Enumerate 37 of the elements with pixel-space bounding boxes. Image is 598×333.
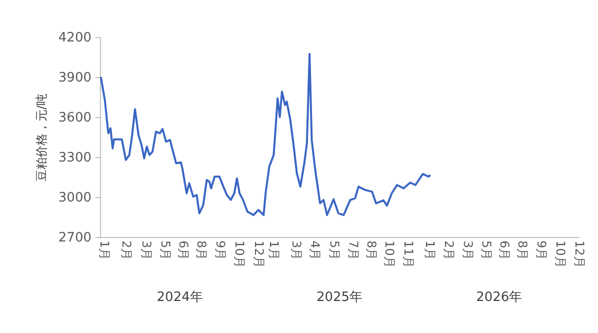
x-tick-label: 11月 — [401, 240, 416, 268]
y-axis-title: 豆粕价格，元/吨 — [34, 93, 48, 182]
x-tick-label: 6月 — [498, 240, 512, 260]
x-tick-label: 5月 — [327, 240, 342, 260]
x-tick-label: 7月 — [346, 240, 360, 260]
x-tick-label: 6月 — [176, 240, 191, 260]
line-series — [100, 52, 432, 216]
x-tick-label: 8月 — [516, 240, 530, 260]
y-tick-label: 2700 — [58, 230, 92, 246]
x-tick-label: 12月 — [252, 240, 266, 268]
text: 2024年 — [156, 290, 203, 305]
y-tick-label: 3600 — [58, 110, 92, 126]
text: 2025年 — [316, 290, 363, 305]
x-tick-label: 2月 — [120, 240, 134, 260]
x-tick-label: 5月 — [479, 240, 494, 260]
x-tick-label: 9月 — [534, 240, 548, 260]
y-tick-label: 4200 — [58, 30, 92, 46]
x-tick-label: 3月 — [289, 240, 304, 260]
x-tick-label: 2月 — [442, 240, 456, 260]
x-tick-label: 9月 — [214, 240, 228, 260]
y-tick-label: 3900 — [58, 70, 92, 86]
x-tick-label: 8月 — [364, 240, 379, 260]
x-tick-label: 1月 — [422, 240, 437, 260]
x-tick-label: 12月 — [572, 240, 586, 268]
x-tick-label: 10月 — [382, 240, 397, 268]
x-tick-label: 5月 — [158, 240, 173, 260]
x-tick-label: 10月 — [232, 240, 247, 268]
text: 2026年 — [476, 290, 522, 305]
x-tick-label: 1月 — [97, 240, 112, 260]
x-tick-label: 8月 — [194, 240, 208, 260]
x-tick-label: 10月 — [554, 240, 568, 268]
y-tick-label: 3300 — [58, 150, 92, 166]
x-tick-label: 1月 — [267, 240, 282, 260]
x-tick-label: 3月 — [460, 240, 475, 260]
x-tick-label: 3月 — [139, 240, 154, 260]
x-tick-label: 4月 — [308, 240, 322, 260]
y-tick-label: 3000 — [58, 190, 92, 206]
